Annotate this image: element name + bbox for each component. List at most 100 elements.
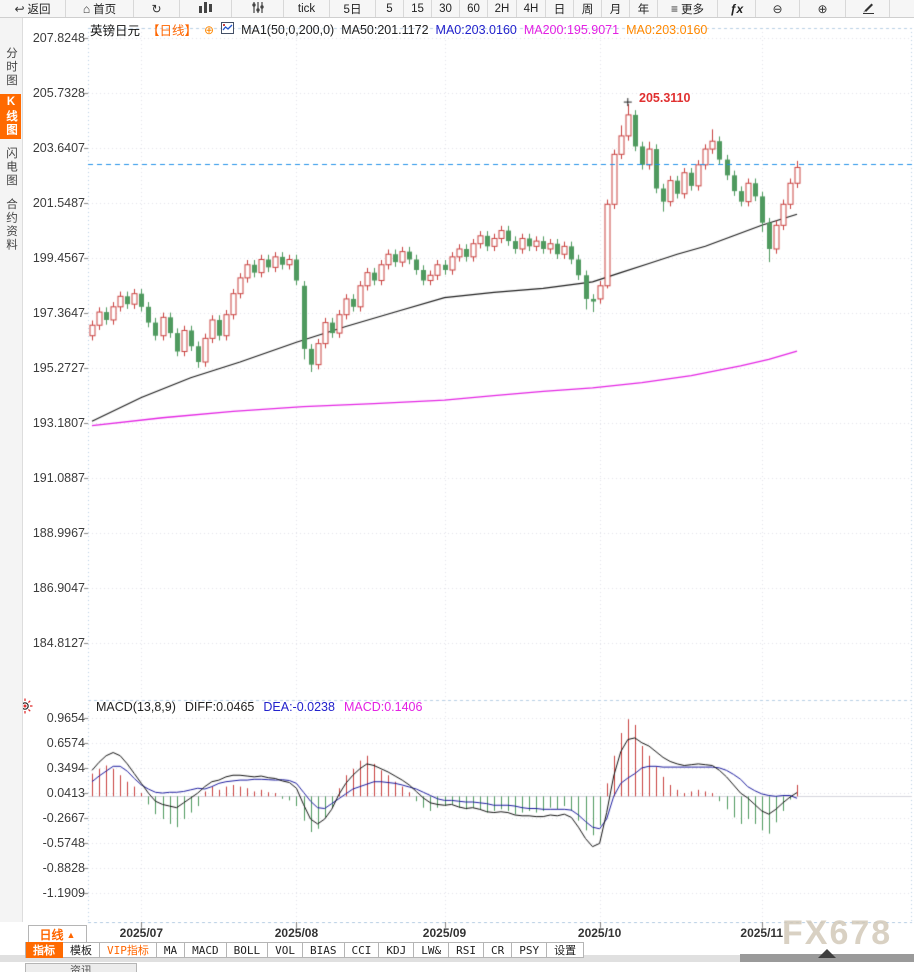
macd-dea-value: DEA:-0.0238: [263, 700, 335, 714]
home-button[interactable]: ⌂ 首页: [66, 0, 134, 17]
macd-legend: MACD(13,8,9) DIFF:0.0465 DEA:-0.0238 MAC…: [96, 700, 422, 714]
period-selector[interactable]: 日线 ▲: [28, 925, 87, 944]
fx-indicator-button-label: ƒx: [729, 1, 744, 16]
period-week-button[interactable]: 周: [574, 0, 602, 17]
ma50-value: MA50:201.1172: [341, 22, 429, 37]
time-axis-label: 2025/11: [740, 926, 784, 940]
period-tick-button[interactable]: tick: [284, 0, 330, 17]
macd-axis-label: 0.9654: [46, 711, 85, 725]
tab-bias[interactable]: BIAS: [303, 942, 345, 958]
draw-button[interactable]: [846, 0, 890, 17]
period-year-button[interactable]: 年: [630, 0, 658, 17]
price-axis-label: 186.9047: [32, 581, 85, 595]
time-axis-label: 2025/07: [119, 926, 164, 940]
period-5-button[interactable]: 5: [376, 0, 404, 17]
tab-template[interactable]: 模板: [63, 942, 100, 958]
tab-rsi[interactable]: RSI: [449, 942, 484, 958]
period-year-button-label: 年: [637, 3, 650, 16]
tab-vol[interactable]: VOL: [268, 942, 303, 958]
more-button[interactable]: ≡ 更多: [658, 0, 718, 17]
tab-settings[interactable]: 设置: [547, 942, 585, 958]
period-day-button-label: 日: [553, 3, 566, 16]
time-axis-label: 2025/08: [274, 926, 319, 940]
chart-type-icon: [198, 1, 213, 17]
macd-axis-label: -0.5748: [42, 836, 85, 850]
ma200-value: MA200:195.9071: [523, 22, 620, 37]
back-button[interactable]: ↩ 返回: [0, 0, 66, 17]
macd-axis-label: 0.3494: [46, 761, 85, 775]
macd-axis-label: -1.1909: [42, 886, 85, 900]
chart-legend: 英镑日元 【日线】 ⊕ MA1(50,0,200,0) MA50:201.117…: [90, 20, 707, 39]
price-axis-label: 188.9967: [32, 526, 85, 540]
period-30-button-label: 30: [439, 2, 452, 15]
period-day-button[interactable]: 日: [546, 0, 574, 17]
ma-settings-icon[interactable]: [221, 22, 235, 37]
ma0-blue-value: MA0:203.0160: [435, 22, 517, 37]
period-2h-button-label: 2H: [494, 2, 510, 15]
period-5d-button-label: 5日: [343, 3, 362, 16]
period-4h-button[interactable]: 4H: [517, 0, 546, 17]
period-tag: 【日线】: [147, 24, 198, 38]
period-week-button-label: 周: [581, 3, 594, 16]
tab-cr[interactable]: CR: [484, 942, 513, 958]
period-30-button[interactable]: 30: [432, 0, 460, 17]
tab-vip-indicator[interactable]: VIP指标: [100, 942, 157, 958]
period-selector-label: 日线: [39, 928, 64, 942]
ma0-orange-value: MA0:203.0160: [626, 22, 708, 37]
sidebar-tab-time-chart[interactable]: 分时图: [5, 46, 17, 88]
macd-axis-label: 0.6574: [46, 736, 85, 750]
period-5-button-label: 5: [386, 2, 393, 15]
symbol-name: 英镑日元: [90, 24, 141, 38]
more-icon: ≡: [670, 1, 678, 16]
chevron-up-icon: ▲: [66, 929, 76, 940]
price-axis-label: 203.6407: [32, 141, 85, 155]
sidebar-tab-contract-info[interactable]: 合约资料: [5, 198, 17, 252]
period-month-button[interactable]: 月: [602, 0, 630, 17]
tab-psy[interactable]: PSY: [512, 942, 548, 958]
fx-indicator-button[interactable]: ƒx: [718, 0, 756, 17]
period-2h-button[interactable]: 2H: [488, 0, 517, 17]
zoom-out-icon: ⊖: [772, 1, 783, 16]
tab-indicator[interactable]: 指标: [26, 942, 63, 958]
sidebar-tab-kline-chart[interactable]: K线图: [0, 94, 21, 139]
macd-axis-label: 0.0413: [46, 786, 85, 800]
period-15-button[interactable]: 15: [404, 0, 432, 17]
home-button-label: 首页: [93, 3, 117, 16]
chart-type-button[interactable]: [180, 0, 232, 17]
indicator-settings-button[interactable]: [232, 0, 284, 17]
macd-value: MACD:0.1406: [343, 700, 423, 714]
top-toolbar: ↩ 返回 ⌂ 首页 ↻ tick 5日 5 15 30 60 2H 4H 日周月年 ≡ 更多 ƒx ⊖ ⊕: [0, 0, 914, 18]
refresh-button[interactable]: ↻: [134, 0, 180, 17]
period-60-button[interactable]: 60: [460, 0, 488, 17]
chart-type-sidebar: 分时图 K线图闪电图合约资料: [0, 18, 23, 922]
indicator-settings-icon: [251, 1, 265, 17]
tab-boll[interactable]: BOLL: [226, 942, 269, 958]
period-4h-button-label: 4H: [523, 2, 539, 15]
zoom-in-icon: ⊕: [817, 1, 828, 16]
news-tab-partial[interactable]: 资讯: [25, 963, 137, 972]
tab-ma[interactable]: MA: [156, 942, 186, 958]
home-icon: ⌂: [82, 1, 91, 16]
refresh-icon: ↻: [151, 1, 162, 16]
price-axis-label: 197.3647: [32, 306, 85, 320]
period-5d-button[interactable]: 5日: [330, 0, 376, 17]
zoom-in-button[interactable]: ⊕: [800, 0, 846, 17]
sidebar-tab-lightning-chart[interactable]: 闪电图: [5, 146, 17, 188]
horizontal-scrollbar-thumb[interactable]: [740, 954, 914, 962]
price-axis-label: 191.0887: [32, 471, 85, 485]
macd-axis-label: -0.2667: [42, 811, 85, 825]
tab-cci[interactable]: CCI: [344, 942, 380, 958]
horizontal-scrollbar-track[interactable]: [0, 955, 914, 962]
scroll-up-arrow-icon[interactable]: [818, 949, 836, 958]
macd-axis-label: -0.8828: [42, 861, 85, 875]
add-indicator-icon[interactable]: ⊕: [204, 22, 215, 37]
tab-lw[interactable]: LW&: [414, 942, 450, 958]
period-60-button-label: 60: [467, 2, 480, 15]
zoom-out-button[interactable]: ⊖: [756, 0, 800, 17]
tab-macd[interactable]: MACD: [185, 942, 227, 958]
tab-kdj[interactable]: KDJ: [379, 942, 415, 958]
period-month-button-label: 月: [609, 3, 622, 16]
price-axis-label: 201.5487: [32, 196, 85, 210]
